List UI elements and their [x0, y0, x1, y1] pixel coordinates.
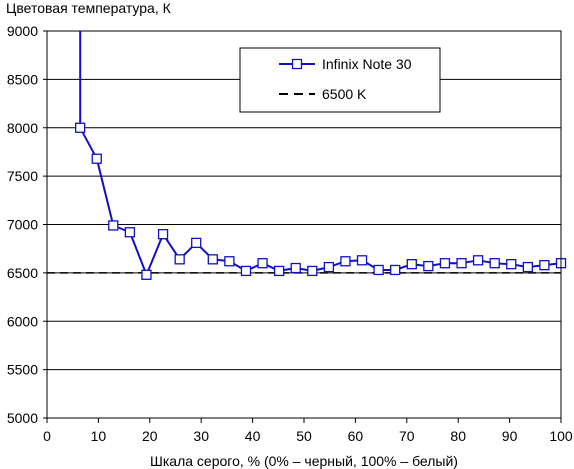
- x-axis-label: Шкала серого, % (0% – черный, 100% – бел…: [150, 453, 458, 469]
- x-tick-label: 0: [43, 428, 51, 444]
- data-point: [308, 266, 317, 275]
- data-point: [440, 259, 449, 268]
- y-tick-label: 9000: [7, 23, 38, 39]
- legend-marker-infinix: [293, 60, 302, 69]
- data-point: [291, 264, 300, 273]
- y-tick-label: 8000: [7, 120, 38, 136]
- y-tick-label: 6500: [7, 265, 38, 281]
- x-tick-label: 20: [142, 428, 158, 444]
- chart-title: Цветовая температура, К: [6, 0, 172, 16]
- data-point: [175, 255, 184, 264]
- data-point: [374, 265, 383, 274]
- data-point: [241, 266, 250, 275]
- data-point: [109, 221, 118, 230]
- x-tick-label: 50: [296, 428, 312, 444]
- data-point: [474, 256, 483, 265]
- data-point: [507, 260, 516, 269]
- y-tick-label: 5000: [7, 410, 38, 426]
- data-point: [159, 230, 168, 239]
- x-tick-label: 30: [193, 428, 209, 444]
- x-tick-label: 90: [502, 428, 518, 444]
- data-point: [391, 265, 400, 274]
- data-point: [275, 266, 284, 275]
- x-tick-label: 70: [399, 428, 415, 444]
- data-point: [76, 123, 85, 132]
- y-tick-label: 7000: [7, 217, 38, 233]
- y-tick-label: 6000: [7, 313, 38, 329]
- x-tick-label: 80: [450, 428, 466, 444]
- x-tick-label: 10: [91, 428, 107, 444]
- data-point: [142, 270, 151, 279]
- legend-label-6500k: 6500 K: [322, 86, 367, 102]
- data-point: [490, 259, 499, 268]
- legend: Infinix Note 30 6500 K: [240, 48, 440, 112]
- data-point: [192, 238, 201, 247]
- data-point: [341, 257, 350, 266]
- data-point: [457, 259, 466, 268]
- y-axis-ticks: 5000 5500 6000 6500 7000 7500 8000 8500 9000: [7, 23, 47, 426]
- data-point: [92, 154, 101, 163]
- y-tick-label: 7500: [7, 168, 38, 184]
- data-point: [125, 228, 134, 237]
- data-point: [424, 262, 433, 271]
- data-point: [258, 259, 267, 268]
- data-point: [540, 261, 549, 270]
- data-point: [358, 256, 367, 265]
- x-tick-label: 40: [245, 428, 261, 444]
- y-tick-label: 8500: [7, 71, 38, 87]
- data-point: [407, 260, 416, 269]
- x-tick-label: 100: [549, 428, 573, 444]
- x-tick-label: 60: [348, 428, 364, 444]
- data-point: [324, 263, 333, 272]
- data-point: [225, 257, 234, 266]
- data-point: [523, 263, 532, 272]
- x-axis-ticks: 0 10 20 30 40 50 60 70 80 90 100: [43, 418, 573, 444]
- y-tick-label: 5500: [7, 362, 38, 378]
- legend-label-infinix: Infinix Note 30: [322, 56, 412, 72]
- data-point: [208, 255, 217, 264]
